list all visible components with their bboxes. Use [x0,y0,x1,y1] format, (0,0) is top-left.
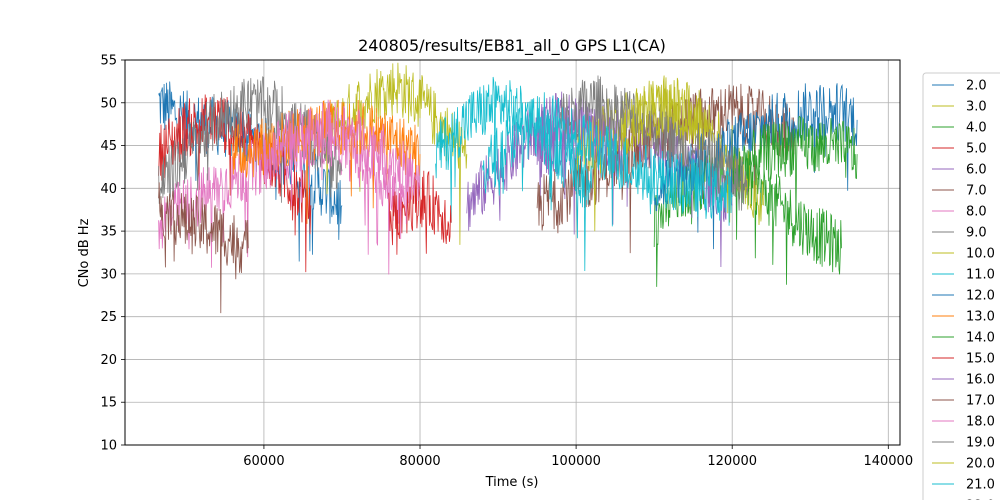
legend-label: 17.0 [966,394,995,409]
legend-label: 12.0 [966,289,995,304]
legend-label: 7.0 [966,184,987,199]
series-line [263,99,421,240]
legend-label: 8.0 [966,205,987,220]
legend-label: 9.0 [966,226,987,241]
y-tick-label: 10 [100,439,117,454]
legend-label: 11.0 [966,268,995,283]
series-line [731,115,858,240]
legend: 2.0 3.0 4.0 5.0 6.0 7.0 8.0 9.0 10.0 11.0 12.0 13.0… [922,72,1000,500]
legend-label: 5.0 [966,142,987,157]
chart-title: 240805/results/EB81_all_0 GPS L1(CA) [358,36,666,56]
y-tick-label: 20 [100,353,117,368]
legend-label: 14.0 [966,331,995,346]
legend-label: 20.0 [966,457,995,472]
series-line [435,76,593,272]
y-tick-label: 50 [100,96,117,111]
x-tick-label: 140000 [863,454,913,469]
plot-area [158,62,858,314]
legend-label: 10.0 [966,247,995,262]
series-line [536,83,795,254]
legend-label: 18.0 [966,415,995,430]
y-tick-label: 55 [100,54,117,69]
legend-label: 16.0 [966,373,995,388]
series-line [560,75,749,211]
x-tick-label: 100000 [551,454,601,469]
legend-label: 4.0 [966,121,987,136]
x-axis-label: Time (s) [485,475,539,490]
legend-label: 13.0 [966,310,995,325]
y-tick-label: 45 [100,139,117,154]
x-tick-label: 60000 [243,454,284,469]
series-line [388,170,452,255]
plot-frame [124,59,901,446]
legend-label: 19.0 [966,436,995,451]
legend-box [922,72,1000,500]
series-line [622,80,702,165]
x-tick-label: 120000 [707,454,757,469]
y-axis-label: CNo dB Hz [77,218,92,287]
series-line [482,92,733,227]
series-line [158,182,249,314]
legend-label: 21.0 [966,478,995,493]
y-tick-label: 40 [100,182,117,197]
legend-label: 15.0 [966,352,995,367]
y-tick-label: 15 [100,396,117,411]
legend-label: 6.0 [966,163,987,178]
series-line [466,91,624,231]
series-line [653,83,858,250]
series-line [158,76,343,204]
ticks: 60000 80000 100000 120000 140000 10 15 20 25 30 35… [100,54,913,470]
y-tick-label: 25 [100,310,117,325]
legend-label: 3.0 [966,100,987,115]
x-tick-label: 80000 [399,454,440,469]
y-tick-label: 30 [100,267,117,282]
y-tick-label: 35 [100,225,117,240]
legend-label: 2.0 [966,79,987,94]
legend-label: 22.0 [966,499,995,500]
